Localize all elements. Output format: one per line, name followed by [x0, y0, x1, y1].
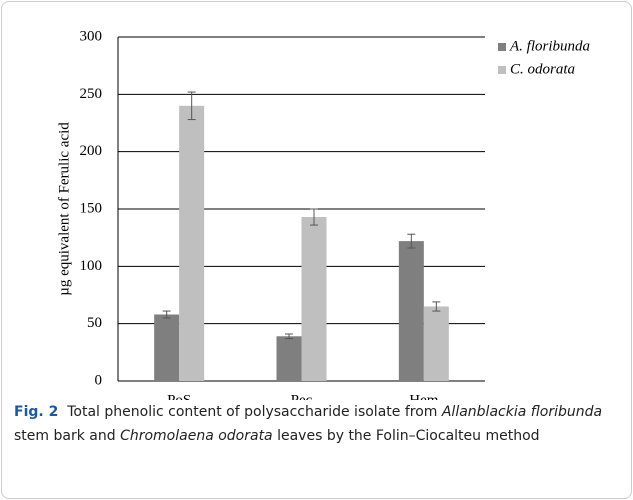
caption-text: leaves by the Folin–Ciocalteu method: [272, 428, 540, 444]
caption: Fig. 2 Total phenolic content of polysac…: [14, 400, 614, 448]
y-tick-label: 50: [87, 315, 102, 331]
error-bar: [285, 333, 293, 340]
y-tick-label: 0: [95, 372, 103, 388]
legend-label: A. floribunda: [509, 38, 590, 54]
bar: [179, 105, 205, 382]
bar: [154, 314, 180, 381]
legend-swatch: [498, 43, 506, 51]
x-tick-label: PoS: [167, 392, 191, 400]
caption-label: Fig. 2: [14, 404, 59, 420]
caption-species: Allanblackia floribunda: [441, 404, 603, 420]
y-tick-label: 150: [80, 200, 103, 216]
y-tick-label: 100: [80, 258, 103, 274]
caption-text: Total phenolic content of polysaccharide…: [67, 404, 442, 420]
legend-label: C. odorata: [510, 61, 575, 77]
y-tick-label: 250: [80, 86, 103, 102]
chart: µg equivalent of Ferulic acid 0 50 100 150 2…: [56, 28, 590, 400]
x-tick-label: Hem: [409, 392, 438, 400]
error-bar: [162, 310, 171, 319]
y-tick-label: 200: [80, 143, 103, 159]
legend-swatch: [498, 66, 506, 74]
bar: [301, 217, 327, 381]
bar: [276, 336, 302, 381]
y-axis-label: µg equivalent of Ferulic acid: [56, 122, 72, 296]
error-bar: [310, 208, 318, 226]
error-bar: [187, 91, 196, 121]
y-tick-label: 300: [80, 28, 103, 44]
caption-species: Chromolaena odorata: [120, 428, 273, 444]
error-bar: [407, 233, 416, 249]
bar: [423, 306, 449, 381]
error-bar: [432, 301, 441, 312]
x-tick-label: Pec: [291, 392, 313, 400]
caption-text: stem bark and: [14, 428, 121, 444]
bar: [398, 241, 424, 381]
